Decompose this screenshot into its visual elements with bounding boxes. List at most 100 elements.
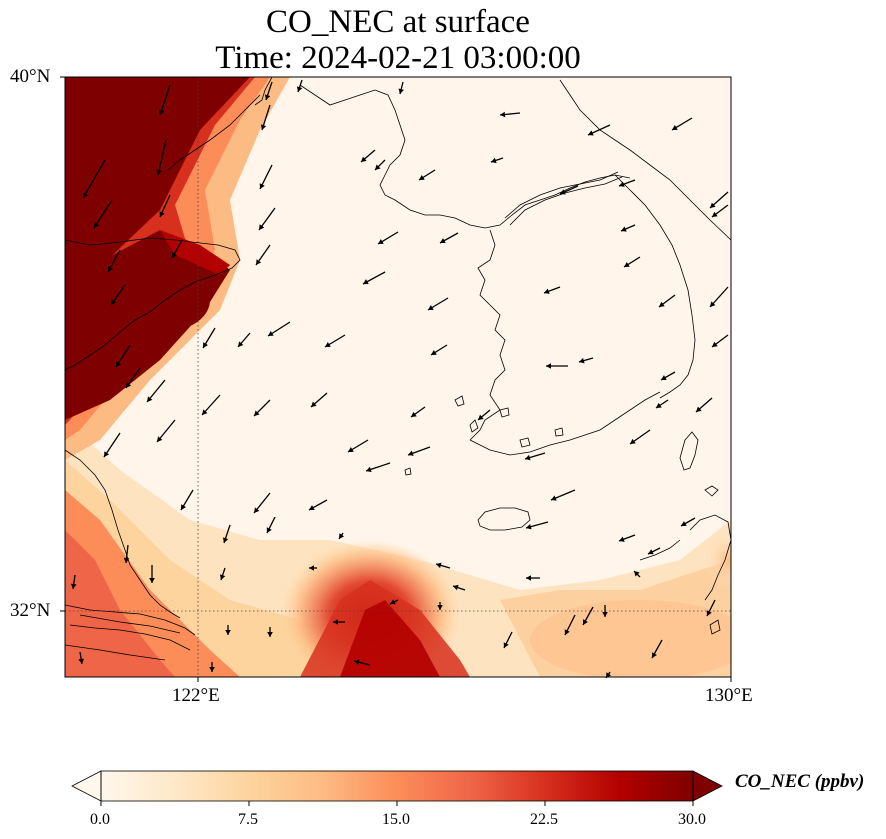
wind-arrow-head	[181, 504, 186, 510]
wind-arrow-head	[375, 164, 381, 170]
wind-arrow-head	[503, 642, 509, 648]
wind-arrow-head	[147, 396, 153, 402]
lat-label-40n: 40°N	[10, 66, 51, 87]
wind-arrow-head	[621, 226, 627, 232]
colorbar-label: CO_NEC (ppbv)	[735, 771, 865, 792]
wind-arrow-head	[619, 536, 625, 542]
wind-arrow-head	[156, 169, 162, 175]
coastlines	[65, 77, 731, 661]
wind-arrow-head	[259, 224, 265, 230]
wind-arrow-head	[551, 495, 557, 501]
wind-arrow-head	[238, 341, 244, 347]
wind-arrow-head	[560, 189, 566, 195]
wind-arrow-head	[659, 301, 665, 307]
wind-arrow-head	[222, 537, 229, 543]
wind-arrow-head	[325, 342, 331, 347]
gridlines	[65, 77, 731, 677]
wind-arrow-head	[203, 342, 208, 348]
wind-arrow-head	[311, 401, 317, 407]
lat-label-32n: 32°N	[10, 600, 51, 621]
wind-arrow-head	[268, 330, 274, 336]
wind-arrow-head	[225, 630, 231, 635]
wind-arrow-head	[544, 288, 550, 294]
wind-arrow-head	[408, 450, 414, 456]
wind-arrow-head	[437, 605, 443, 610]
colorbar-tick-3: 22.5	[530, 811, 558, 828]
wind-arrow-head	[588, 130, 594, 136]
wind-arrow-head	[254, 507, 260, 513]
wind-arrow-head	[378, 239, 384, 244]
wind-arrow-head	[440, 238, 446, 244]
wind-arrow-head	[390, 599, 396, 605]
wind-arrow-head	[411, 411, 417, 417]
wind-arrow-head	[634, 571, 640, 577]
wind-vectors	[70, 79, 729, 679]
colorbar-tick-2: 15.0	[382, 811, 410, 828]
wind-arrow-head	[681, 521, 687, 526]
wind-arrow-head	[266, 527, 272, 533]
wind-arrow-head	[123, 557, 130, 563]
wind-arrow-head	[219, 574, 226, 580]
wind-arrow-head	[366, 466, 372, 473]
wind-arrow	[157, 139, 167, 176]
map-time: Time: 2024-02-21 03:00:00	[215, 40, 581, 76]
wind-arrow-head	[651, 652, 657, 658]
wind-arrow-head	[70, 583, 77, 589]
wind-arrow-head	[648, 549, 654, 555]
wind-arrow	[93, 199, 113, 229]
wind-arrow-head	[260, 124, 267, 130]
wind-arrow-head	[526, 523, 532, 530]
wind-arrow-head	[564, 629, 570, 635]
wind-arrow-head	[83, 192, 88, 198]
wind-arrow-head	[267, 632, 273, 637]
wind-arrow-head	[526, 575, 531, 581]
wind-arrow-head	[94, 222, 100, 228]
wind-arrow-head	[254, 410, 260, 416]
wind-arrow-head	[478, 414, 484, 420]
wind-arrow-head	[348, 447, 354, 452]
wind-arrow-head	[712, 211, 718, 217]
wind-arrow-head	[158, 109, 165, 115]
map-title: CO_NEC at surface	[266, 4, 530, 40]
wind-arrow-head	[339, 533, 345, 539]
wind-arrow-head	[602, 612, 608, 617]
wind-arrow-head	[436, 562, 442, 569]
wind-arrow-head	[579, 357, 585, 364]
wind-arrow	[159, 84, 171, 116]
wind-arrow-head	[149, 578, 155, 583]
wind-arrow-head	[706, 610, 712, 616]
wind-arrow-head	[333, 619, 338, 625]
wind-arrow-head	[500, 111, 506, 118]
concentration-field	[65, 77, 731, 677]
wind-arrow-head	[361, 156, 367, 162]
wind-arrow-head	[696, 406, 702, 412]
wind-arrow-head	[419, 174, 425, 180]
wind-arrow-head	[126, 382, 132, 388]
wind-arrow-head	[259, 183, 265, 189]
wind-arrow-head	[209, 667, 215, 672]
wind-arrow-head	[354, 659, 360, 665]
wind-arrow-head	[363, 279, 369, 285]
wind-arrow-head	[398, 88, 404, 94]
wind-arrow-head	[256, 259, 262, 265]
wind-arrow-head	[672, 125, 678, 130]
wind-arrow-head	[296, 86, 303, 92]
colorbar	[71, 770, 723, 806]
wind-arrow-head	[309, 505, 315, 511]
lon-label-130e: 130°E	[705, 685, 753, 706]
wind-arrow-head	[111, 299, 117, 305]
wind-arrow-head	[78, 658, 84, 664]
lon-label-122e: 122°E	[172, 685, 220, 706]
wind-arrow-head	[710, 301, 716, 307]
wind-arrow-head	[710, 202, 716, 208]
wind-arrow-head	[116, 361, 122, 367]
wind-arrow-head	[546, 363, 551, 369]
wind-arrow-head	[428, 305, 434, 310]
wind-arrow-head	[309, 565, 314, 571]
wind-arrow-head	[582, 619, 588, 625]
wind-arrow-head	[525, 454, 531, 461]
wind-arrow-head	[630, 438, 636, 444]
wind-arrow-head	[431, 349, 437, 355]
wind-arrow	[82, 159, 106, 199]
